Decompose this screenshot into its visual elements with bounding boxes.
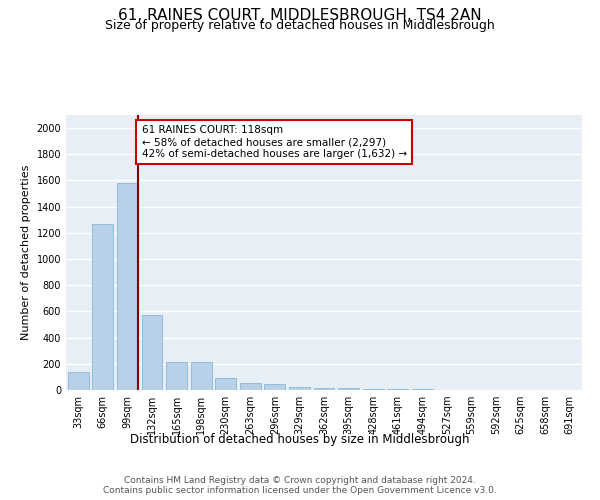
Bar bbox=[362, 388, 383, 390]
Bar bbox=[265, 384, 286, 390]
Text: 61 RAINES COURT: 118sqm
← 58% of detached houses are smaller (2,297)
42% of semi: 61 RAINES COURT: 118sqm ← 58% of detache… bbox=[142, 126, 407, 158]
Text: Contains HM Land Registry data © Crown copyright and database right 2024.
Contai: Contains HM Land Registry data © Crown c… bbox=[103, 476, 497, 496]
Bar bbox=[338, 388, 359, 390]
Text: Distribution of detached houses by size in Middlesbrough: Distribution of detached houses by size … bbox=[130, 432, 470, 446]
Bar bbox=[387, 389, 408, 390]
Bar bbox=[240, 384, 261, 390]
Text: Size of property relative to detached houses in Middlesbrough: Size of property relative to detached ho… bbox=[105, 19, 495, 32]
Bar bbox=[117, 183, 138, 390]
Bar bbox=[289, 386, 310, 390]
Bar bbox=[215, 378, 236, 390]
Bar bbox=[92, 224, 113, 390]
Bar bbox=[142, 316, 163, 390]
Y-axis label: Number of detached properties: Number of detached properties bbox=[21, 165, 31, 340]
Text: 61, RAINES COURT, MIDDLESBROUGH, TS4 2AN: 61, RAINES COURT, MIDDLESBROUGH, TS4 2AN bbox=[118, 8, 482, 22]
Bar bbox=[166, 362, 187, 390]
Bar bbox=[68, 372, 89, 390]
Bar bbox=[191, 362, 212, 390]
Bar bbox=[314, 388, 334, 390]
